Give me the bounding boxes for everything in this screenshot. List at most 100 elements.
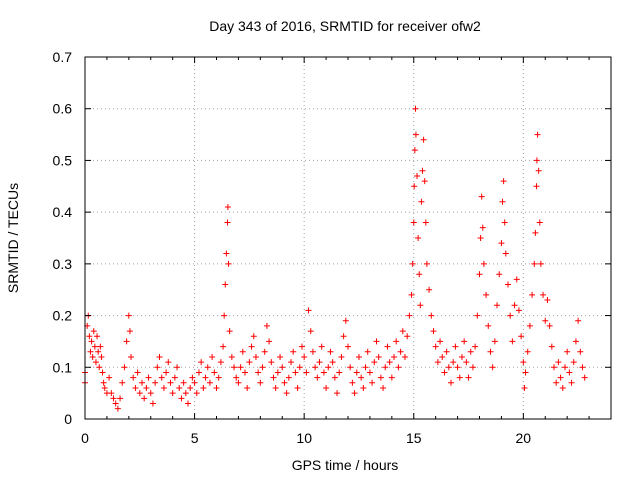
data-point (494, 302, 501, 309)
y-tick-label: 0.5 (53, 152, 73, 168)
data-point (327, 348, 334, 355)
data-point (149, 400, 156, 407)
data-point (575, 317, 582, 324)
data-point (195, 369, 202, 376)
data-point (454, 364, 461, 371)
data-point (233, 374, 240, 381)
data-point (261, 348, 268, 355)
data-point (292, 369, 299, 376)
data-point (206, 379, 213, 386)
data-point (248, 343, 255, 350)
data-point (163, 369, 170, 376)
data-point (96, 364, 103, 371)
data-point (579, 364, 586, 371)
y-axis-label: SRMTID / TECUs (5, 183, 21, 293)
data-point (301, 353, 308, 360)
data-point (515, 307, 522, 314)
data-point (101, 384, 108, 391)
data-point (415, 235, 422, 241)
data-point (532, 229, 539, 236)
data-point (255, 369, 262, 376)
data-point (391, 353, 398, 360)
data-point (477, 235, 484, 241)
data-point (375, 353, 382, 360)
data-point (546, 322, 553, 329)
x-tick-label: 20 (516, 430, 532, 446)
data-point (143, 384, 150, 391)
data-point (272, 384, 279, 391)
data-point (307, 328, 314, 335)
data-point (441, 369, 448, 376)
data-point (193, 390, 200, 397)
data-point (91, 343, 98, 350)
grid-lines (85, 57, 611, 419)
data-point (309, 348, 316, 355)
data-point (491, 338, 498, 345)
data-point (241, 369, 248, 376)
data-point (448, 379, 455, 386)
data-point (518, 333, 525, 340)
data-point (480, 260, 487, 267)
y-tick-label: 0.2 (53, 308, 73, 324)
data-point (215, 374, 222, 381)
y-tick-label: 0.4 (53, 204, 73, 220)
data-point (411, 183, 418, 190)
data-point (171, 374, 178, 381)
data-point (522, 369, 529, 376)
data-point (551, 364, 558, 371)
data-point (377, 374, 384, 381)
data-point (555, 359, 562, 366)
data-point (98, 353, 105, 360)
chart-title: Day 343 of 2016, SRMTID for receiver ofw… (209, 18, 481, 34)
x-tick-label: 0 (81, 430, 89, 446)
data-point (416, 271, 423, 278)
data-point (95, 348, 102, 355)
data-point (204, 364, 211, 371)
data-point (410, 219, 417, 226)
data-point (450, 359, 457, 366)
data-point (537, 260, 544, 267)
data-point (224, 203, 231, 210)
data-point (314, 374, 321, 381)
data-point (406, 312, 413, 319)
data-point (110, 395, 117, 402)
data-point (237, 364, 244, 371)
data-point (412, 131, 419, 138)
data-point (553, 379, 560, 386)
data-point (360, 384, 367, 391)
data-point (128, 353, 135, 360)
data-point (100, 379, 107, 386)
data-point (358, 374, 365, 381)
data-point (331, 374, 338, 381)
data-point (176, 384, 183, 391)
data-point (117, 395, 124, 402)
data-point (364, 348, 371, 355)
data-point (570, 359, 577, 366)
y-tick-label: 0.3 (53, 256, 73, 272)
data-point (479, 224, 486, 231)
data-point (349, 379, 356, 386)
y-tick-label: 0.1 (53, 359, 73, 375)
data-point (294, 384, 301, 391)
data-point (529, 291, 536, 298)
data-point (239, 348, 246, 355)
data-point (152, 379, 159, 386)
data-point (351, 390, 358, 397)
data-point (476, 271, 483, 278)
data-point (371, 359, 378, 366)
data-point (536, 219, 543, 226)
data-point (158, 374, 165, 381)
data-point (178, 395, 185, 402)
data-point (419, 167, 426, 174)
data-point (187, 384, 194, 391)
data-point (388, 374, 395, 381)
data-point (126, 328, 133, 335)
data-point (465, 374, 472, 381)
x-axis-label: GPS time / hours (292, 457, 399, 473)
data-point (353, 369, 360, 376)
data-point (428, 312, 435, 319)
data-point (114, 405, 121, 412)
data-point (198, 359, 205, 366)
data-point (499, 198, 506, 205)
